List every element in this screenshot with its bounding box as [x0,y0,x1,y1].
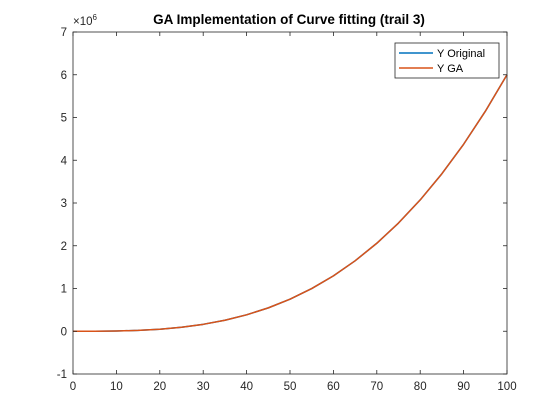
x-tick-label: 100 [497,381,516,393]
y-tick-label: 6 [61,70,67,82]
x-tick-label: 0 [70,381,76,393]
x-tick-label: 80 [414,381,427,393]
y-tick-label: 0 [61,326,67,338]
legend-label: Y GA [437,63,464,75]
y-axis-multiplier-base: ×10 [73,16,93,28]
y-tick-label: 3 [61,198,67,210]
chart-title: GA Implementation of Curve fitting (trai… [153,12,425,27]
x-tick-label: 50 [284,381,297,393]
legend: Y Original Y GA [394,42,500,79]
x-tick-label: 90 [457,381,470,393]
y-tick-label: 4 [61,155,68,167]
y-tick-label: 1 [61,284,67,296]
series-line-y-ga [72,74,508,332]
legend-label: Y Original [437,48,485,60]
x-tick-label: 20 [153,381,166,393]
y-tick-label: -1 [57,369,67,381]
y-axis-multiplier: ×106 [73,13,98,28]
x-tick-label: 70 [370,381,383,393]
y-tick-label: 5 [61,113,67,125]
y-tick-label: 2 [61,241,67,253]
x-tick-label: 30 [197,381,210,393]
y-axis-multiplier-exponent: 6 [93,13,98,22]
x-tick-label: 60 [327,381,340,393]
plot-background [73,32,507,374]
y-tick-label: 7 [61,27,67,39]
legend-box [394,42,500,79]
x-tick-label: 40 [240,381,253,393]
x-tick-label: 10 [110,381,123,393]
plot-area [72,32,508,374]
